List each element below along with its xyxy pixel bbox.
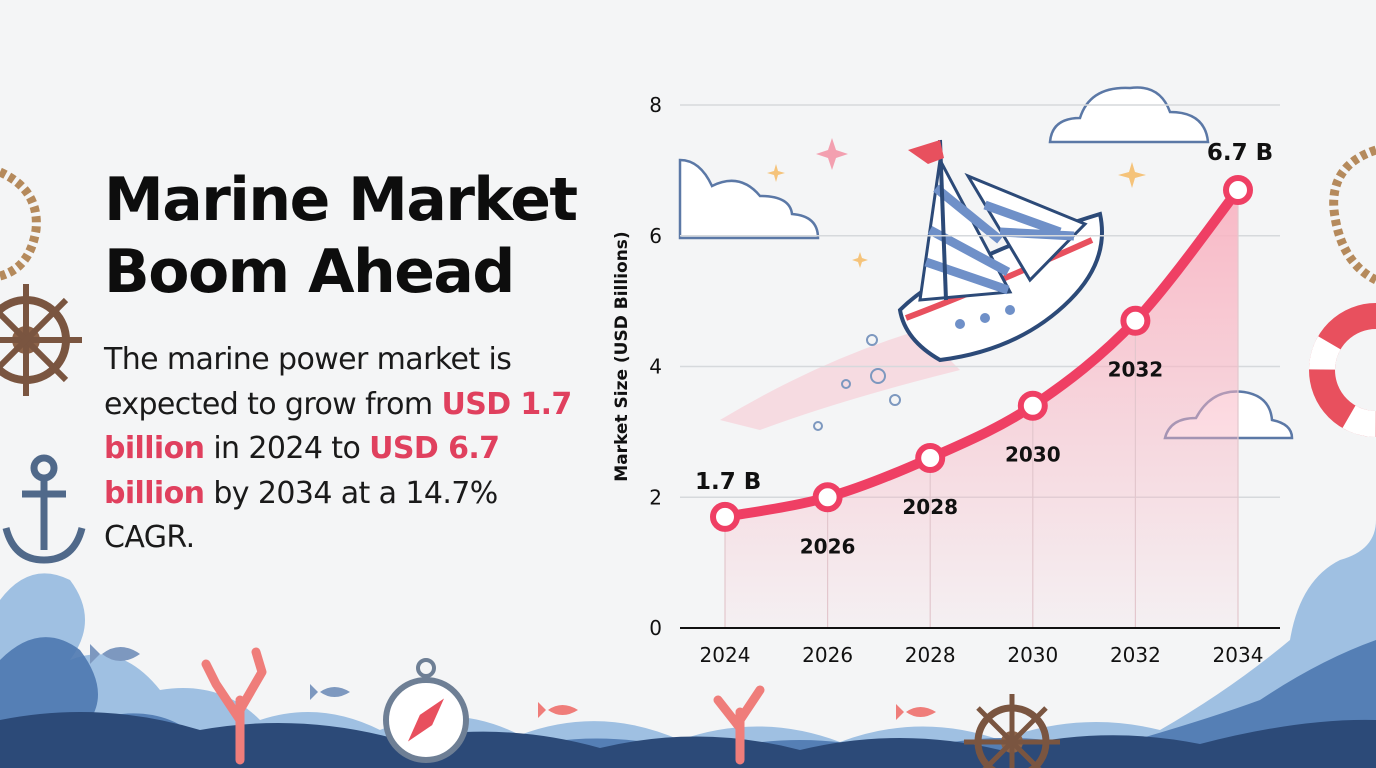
point-label-2028: 2028 [902,495,958,519]
life-ring-icon [1309,303,1376,437]
x-tick-2026: 2026 [802,643,853,667]
description-part-1: The marine power market is expected to g… [104,342,512,422]
y-tick-8: 8 [649,93,662,117]
ship-wheel-icon [964,694,1060,768]
data-point-2026 [812,482,843,513]
data-point-2032 [1120,305,1151,336]
data-point-2030 [1017,390,1048,421]
y-tick-0: 0 [649,616,662,640]
x-tick-2030: 2030 [1007,643,1058,667]
anchor-icon [2,454,86,564]
data-point-2034 [1223,174,1253,205]
point-labels: 1.7 B 2026 2028 2030 2032 6.7 B [695,140,1273,558]
highlight-end-value: USD 6.7 billion [104,431,500,511]
x-gridlines [724,203,1239,628]
y-tick-4: 4 [649,355,662,379]
area-fill [725,189,1238,629]
headline-line-2: Boom Ahead [104,237,515,307]
headline: Marine Market Boom Ahead [104,164,578,308]
description-part-3: by 2034 at a 14.7% CAGR. [104,475,498,556]
x-tick-2032: 2032 [1110,643,1161,667]
x-tick-2028: 2028 [905,643,956,667]
data-points [710,174,1253,532]
y-tick-6: 6 [649,224,662,248]
ship-wheel-icon [0,284,82,396]
point-label-2024: 1.7 B [695,469,761,495]
highlight-start-value: USD 1.7 billion [104,386,572,467]
point-label-2032: 2032 [1108,358,1164,382]
description-part-2: in 2024 to [204,431,370,466]
x-tick-2024: 2024 [700,643,751,667]
compass-icon [383,658,469,763]
rope-icon [0,167,41,281]
market-size-chart: 0 2 4 6 8 2024 2026 2028 2030 2032 2034 1.7 B 2026… [612,93,1280,667]
point-label-2030: 2030 [1005,443,1061,467]
headline-line-1: Marine Market [104,165,578,235]
x-tick-labels: 2024 2026 2028 2030 2032 2034 [700,643,1264,667]
x-tick-2034: 2034 [1213,643,1264,667]
description: The marine power market is expected to g… [104,338,574,561]
rope-icon [1329,145,1376,285]
y-tick-labels: 0 2 4 6 8 [649,93,662,640]
point-label-2034: 6.7 B [1207,140,1273,166]
y-axis-title: Market Size (USD Billions) [612,231,632,481]
data-point-2028 [915,443,946,474]
point-label-2026: 2026 [800,534,856,558]
y-tick-2: 2 [649,485,662,509]
data-point-2024 [710,501,740,532]
